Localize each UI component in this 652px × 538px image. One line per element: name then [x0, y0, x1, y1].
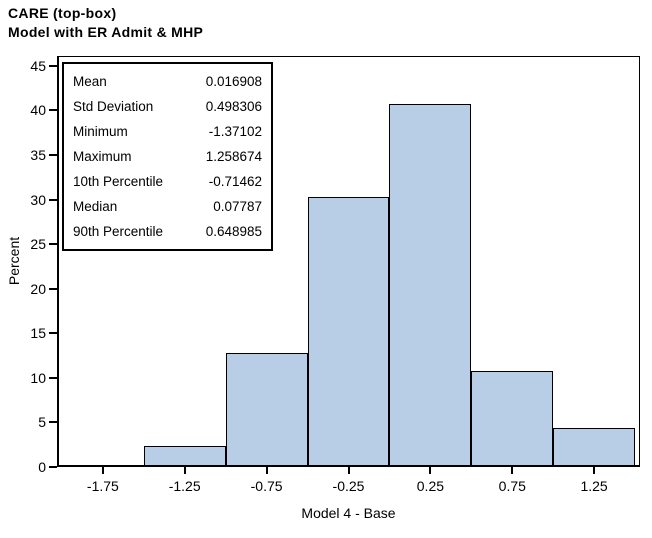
x-tick-mark: [101, 467, 104, 474]
x-tick-label: -1.75: [86, 478, 119, 494]
y-tick-label: 10: [30, 369, 46, 386]
y-tick-label: 20: [30, 280, 46, 297]
stats-row: Maximum 1.258674: [73, 144, 262, 169]
y-tick-mark: [49, 376, 57, 379]
stats-label: Maximum: [73, 149, 132, 164]
stats-row: Minimum -1.37102: [73, 119, 262, 144]
x-axis-line: [57, 465, 640, 467]
y-tick-label: 30: [30, 191, 46, 208]
y-axis-line: [57, 56, 59, 467]
x-tick-label: -1.25: [168, 478, 201, 494]
x-axis-title: Model 4 - Base: [301, 505, 396, 521]
y-tick-mark: [49, 154, 57, 156]
y-tick-label: 35: [30, 147, 46, 163]
chart-title-block: CARE (top-box) Model with ER Admit & MHP: [8, 4, 203, 42]
y-tick-mark: [49, 198, 57, 201]
x-tick-mark: [183, 467, 186, 474]
y-tick-label: 15: [30, 325, 46, 342]
plot-frame-top: [57, 56, 640, 57]
y-tick-label: 40: [30, 102, 46, 119]
histogram-bar: [553, 427, 636, 467]
histogram-bar: [225, 352, 308, 467]
stats-label: Median: [73, 199, 118, 214]
stats-row: Std Deviation 0.498306: [73, 94, 262, 119]
y-tick-mark: [49, 64, 57, 67]
stats-value: 0.07787: [213, 199, 262, 214]
x-tick-label: -0.75: [250, 478, 283, 494]
stats-row: Median 0.07787: [73, 194, 262, 219]
stats-row: 10th Percentile -0.71462: [73, 169, 262, 194]
stats-value: 0.648985: [205, 224, 262, 239]
x-tick-mark: [347, 467, 350, 474]
y-tick-mark: [49, 287, 57, 290]
histogram-bar: [389, 104, 472, 467]
stats-label: 90th Percentile: [73, 224, 164, 239]
stats-value: -1.37102: [208, 124, 262, 139]
y-tick-mark: [49, 332, 57, 335]
chart-subtitle: Model with ER Admit & MHP: [8, 24, 204, 40]
stats-value: 0.016908: [205, 74, 262, 89]
stats-label: Mean: [73, 74, 107, 89]
plot-area: Mean 0.016908 Std Deviation 0.498306 Minimum…: [57, 56, 640, 467]
stats-value: 1.258674: [205, 149, 262, 164]
y-tick-mark: [49, 243, 57, 246]
chart-title: CARE (top-box): [8, 5, 117, 21]
plot-frame-right: [639, 56, 640, 467]
x-tick-mark: [593, 467, 596, 474]
y-tick-mark: [49, 421, 57, 424]
x-tick-label: -0.25: [332, 478, 365, 494]
y-tick-mark: [49, 466, 57, 468]
y-tick-label: 45: [30, 57, 46, 74]
histogram-bar: [471, 370, 554, 467]
stats-label: Std Deviation: [73, 99, 154, 114]
stats-label: Minimum: [73, 124, 128, 139]
y-tick-label: 5: [38, 414, 46, 431]
x-tick-label: 0.75: [498, 478, 526, 494]
stats-label: 10th Percentile: [73, 174, 164, 189]
x-tick-label: 0.25: [416, 478, 445, 494]
y-tick-mark: [49, 109, 57, 112]
histogram-bar: [143, 445, 226, 467]
x-tick-label: 1.25: [580, 478, 608, 494]
stats-value: -0.71462: [208, 174, 262, 189]
y-tick-label: 25: [30, 236, 46, 253]
histogram-bar: [307, 196, 390, 467]
x-tick-mark: [511, 467, 514, 474]
stats-value: 0.498306: [205, 99, 262, 114]
y-tick-label: 0: [38, 459, 46, 475]
stats-row: Mean 0.016908: [73, 69, 262, 94]
stats-row: 90th Percentile 0.648985: [73, 219, 262, 244]
stats-box: Mean 0.016908 Std Deviation 0.498306 Minimum…: [62, 62, 273, 251]
x-tick-mark: [265, 467, 268, 474]
x-tick-mark: [429, 467, 432, 474]
